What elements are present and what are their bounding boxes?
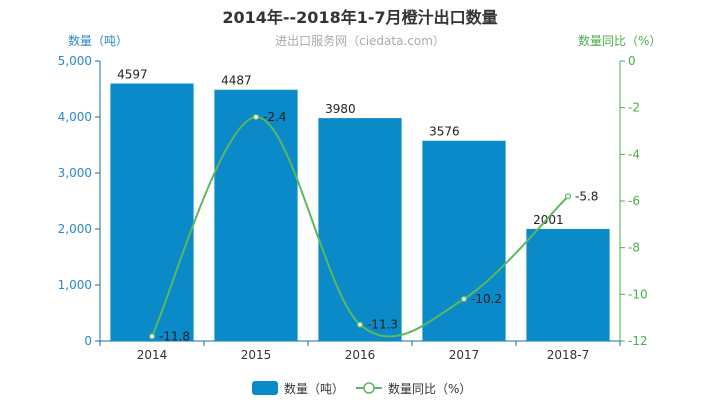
legend-bar-label: 数量（吨）: [284, 381, 344, 396]
x-axis-tick-label: 2017: [449, 348, 480, 362]
line-data-label: -2.4: [263, 110, 286, 124]
right-axis-tick-label: -10: [628, 287, 648, 301]
line-point: [148, 333, 156, 340]
right-axis-tick-label: -6: [628, 194, 640, 208]
bar-data-label: 4487: [221, 74, 252, 88]
right-axis-tick-label: -8: [628, 241, 640, 255]
line-point: [252, 113, 260, 121]
bar-data-label: 4597: [117, 68, 148, 82]
legend-line-label: 数量同比（%）: [388, 381, 471, 396]
right-axis-tick-label: 0: [628, 54, 636, 68]
x-axis-tick-label: 2016: [345, 348, 376, 362]
bar: [526, 228, 610, 341]
bar: [318, 118, 402, 342]
right-axis-tick-label: -2: [628, 101, 640, 115]
bar: [214, 89, 298, 341]
left-axis-tick-label: 3,000: [58, 166, 92, 180]
left-axis-tick-label: 1,000: [58, 278, 92, 292]
x-axis-tick-label: 2014: [137, 348, 168, 362]
bar-data-label: 3980: [325, 102, 356, 116]
x-axis-tick-label: 2018-7: [547, 348, 590, 362]
right-axis-tick-label: -12: [628, 334, 648, 348]
bar-data-label: 3576: [429, 125, 460, 139]
legend-bar-swatch: [252, 381, 278, 395]
bar-data-label: 2001: [533, 213, 564, 227]
left-axis-tick-label: 4,000: [58, 110, 92, 124]
line-data-label: -5.8: [575, 189, 598, 203]
left-axis-tick-label: 5,000: [58, 54, 92, 68]
line-data-label: -11.3: [367, 318, 398, 332]
chart-title: 2014年--2018年1-7月橙汁出口数量: [222, 8, 498, 27]
x-axis-tick-label: 2015: [241, 348, 272, 362]
bar: [110, 83, 194, 342]
right-axis-tick-label: -4: [628, 147, 640, 161]
line-point: [356, 321, 364, 328]
left-axis-title: 数量（吨）: [68, 34, 129, 48]
line-point: [564, 193, 572, 200]
chart-subtitle: 进出口服务网（ciedata.com）: [275, 34, 445, 48]
line-data-label: -10.2: [471, 292, 502, 306]
line-data-label: -11.8: [159, 329, 190, 343]
line-point: [460, 295, 468, 303]
left-axis-tick-label: 0: [84, 334, 92, 348]
line-series: [151, 115, 569, 338]
bar: [422, 140, 506, 341]
right-axis-title: 数量同比（%）: [578, 34, 662, 48]
legend-line-marker: [363, 382, 375, 394]
left-axis-tick-label: 2,000: [58, 222, 92, 236]
